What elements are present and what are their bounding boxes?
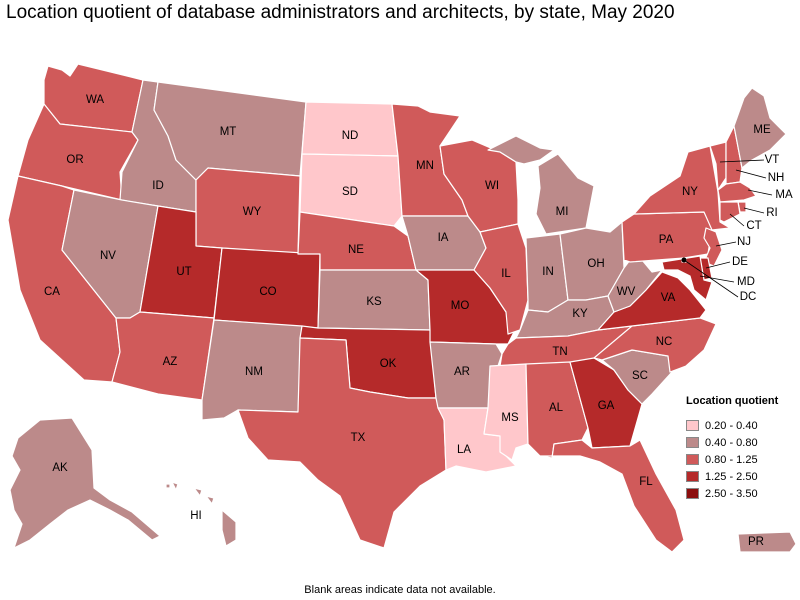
- state-label-or: OR: [66, 154, 83, 166]
- state-label-de: DE: [732, 256, 748, 268]
- state-label-fl: FL: [639, 476, 653, 488]
- state-label-sd: SD: [342, 186, 358, 198]
- state-ak[interactable]: [9, 417, 161, 549]
- legend-swatch: [686, 488, 699, 499]
- state-label-ar: AR: [454, 366, 470, 378]
- state-label-in: IN: [542, 266, 554, 278]
- state-label-al: AL: [549, 402, 564, 414]
- state-hi[interactable]: [165, 481, 237, 547]
- state-label-wy: WY: [243, 206, 262, 218]
- legend-swatch: [686, 454, 699, 465]
- legend-swatch: [686, 471, 699, 482]
- state-label-tn: TN: [552, 346, 567, 358]
- state-label-oh: OH: [587, 258, 604, 270]
- state-label-pr: PR: [748, 536, 764, 548]
- legend-swatch: [686, 437, 699, 448]
- legend: Location quotient 0.20 - 0.40 0.40 - 0.8…: [686, 395, 796, 502]
- state-sd[interactable]: [299, 153, 403, 227]
- state-label-az: AZ: [163, 356, 178, 368]
- state-label-pa: PA: [659, 234, 674, 246]
- legend-label: 0.80 - 1.25: [705, 453, 758, 466]
- state-label-tx: TX: [351, 432, 366, 444]
- legend-item: 1.25 - 2.50: [686, 468, 796, 485]
- legend-label: 0.40 - 0.80: [705, 436, 758, 449]
- state-label-ca: CA: [44, 286, 60, 298]
- legend-label: 1.25 - 2.50: [705, 470, 758, 483]
- state-label-vt: VT: [765, 154, 780, 166]
- state-label-md: MD: [737, 276, 755, 288]
- state-label-ny: NY: [682, 186, 698, 198]
- state-vt[interactable]: [709, 141, 727, 191]
- state-me[interactable]: [733, 87, 787, 169]
- state-label-ne: NE: [348, 244, 364, 256]
- state-label-wi: WI: [485, 180, 499, 192]
- state-label-ia: IA: [438, 232, 449, 244]
- state-label-ga: GA: [598, 400, 615, 412]
- state-md[interactable]: [661, 255, 713, 301]
- state-label-wa: WA: [86, 94, 104, 106]
- state-label-nm: NM: [245, 366, 263, 378]
- legend-item: 0.80 - 1.25: [686, 451, 796, 468]
- legend-title: Location quotient: [686, 395, 779, 407]
- state-fl[interactable]: [539, 439, 685, 553]
- state-wi[interactable]: [439, 139, 519, 233]
- state-pr[interactable]: [737, 531, 797, 553]
- state-label-hi: HI: [190, 510, 202, 522]
- legend-item: 2.50 - 3.50: [686, 485, 796, 502]
- state-or[interactable]: [17, 103, 139, 201]
- state-label-ak: AK: [52, 462, 68, 474]
- state-label-ut: UT: [176, 266, 191, 278]
- state-label-nh: NH: [768, 172, 785, 184]
- state-wv[interactable]: [607, 259, 663, 313]
- state-label-sc: SC: [632, 370, 648, 382]
- state-label-ri: RI: [766, 207, 778, 219]
- legend-label: 0.20 - 0.40: [705, 419, 758, 432]
- state-label-wv: WV: [617, 286, 636, 298]
- state-label-il: IL: [501, 268, 511, 280]
- state-label-id: ID: [152, 180, 164, 192]
- legend-swatch: [686, 420, 699, 431]
- state-label-mn: MN: [416, 160, 434, 172]
- state-label-nd: ND: [342, 130, 359, 142]
- state-label-ms: MS: [501, 412, 519, 424]
- state-label-nc: NC: [656, 336, 673, 348]
- dc-marker: [681, 257, 687, 263]
- footnote: Blank areas indicate data not available.: [304, 584, 496, 596]
- leader-lines: [681, 159, 773, 298]
- state-nd[interactable]: [301, 101, 399, 157]
- state-tx[interactable]: [237, 337, 447, 549]
- state-label-nv: NV: [100, 250, 116, 262]
- map-title: Location quotient of database administra…: [6, 2, 675, 23]
- state-label-la: LA: [457, 444, 471, 456]
- state-label-co: CO: [259, 286, 276, 298]
- state-ma[interactable]: [717, 181, 757, 203]
- state-il[interactable]: [473, 223, 529, 335]
- state-label-dc: DC: [740, 291, 757, 303]
- state-label-mi: MI: [556, 206, 569, 218]
- state-label-ok: OK: [380, 358, 397, 370]
- state-label-ky: KY: [572, 308, 588, 320]
- state-label-mo: MO: [451, 300, 470, 312]
- state-label-va: VA: [661, 292, 676, 304]
- state-label-ks: KS: [366, 296, 382, 308]
- state-label-mt: MT: [220, 126, 237, 138]
- legend-item: 0.20 - 0.40: [686, 417, 796, 434]
- legend-label: 2.50 - 3.50: [705, 487, 758, 500]
- state-label-me: ME: [753, 124, 771, 136]
- state-ct[interactable]: [719, 201, 741, 223]
- state-label-nj: NJ: [737, 236, 751, 248]
- state-label-ct: CT: [746, 220, 761, 232]
- state-label-ma: MA: [775, 189, 793, 201]
- legend-item: 0.40 - 0.80: [686, 434, 796, 451]
